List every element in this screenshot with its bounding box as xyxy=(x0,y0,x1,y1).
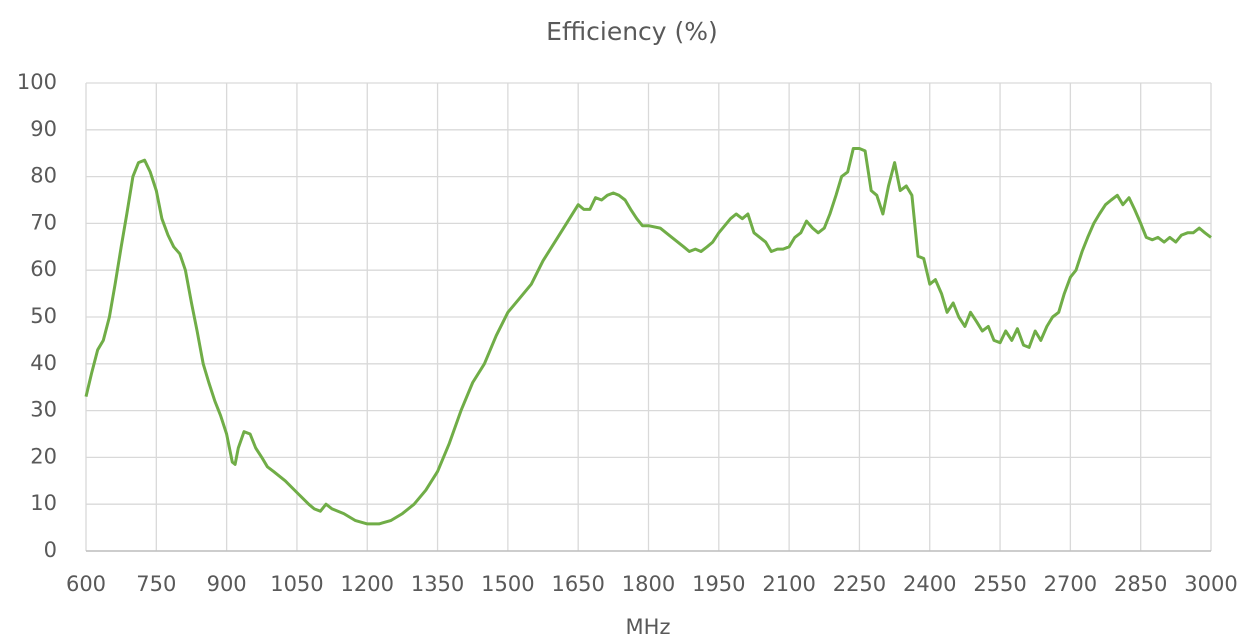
x-tick-label: 3000 xyxy=(1184,572,1237,596)
y-tick-label: 20 xyxy=(30,444,57,468)
x-tick-label: 2700 xyxy=(1044,572,1097,596)
x-tick-label: 1200 xyxy=(341,572,394,596)
y-tick-label: 80 xyxy=(30,164,57,188)
x-tick-label: 2850 xyxy=(1114,572,1167,596)
x-tick-label: 600 xyxy=(66,572,106,596)
x-tick-label: 2250 xyxy=(833,572,886,596)
line xyxy=(84,147,1212,526)
y-tick-label: 50 xyxy=(30,304,57,328)
y-tick-label: 60 xyxy=(30,257,57,281)
x-tick-label: 750 xyxy=(136,572,176,596)
y-tick-label: 30 xyxy=(30,398,57,422)
y-tick-label: 100 xyxy=(17,70,57,94)
y-tick-label: 0 xyxy=(44,538,57,562)
y-tick-label: 40 xyxy=(30,351,57,375)
x-tick-label: 2400 xyxy=(903,572,956,596)
chart-title: Efficiency (%) xyxy=(546,17,718,46)
x-tick-label: 2100 xyxy=(762,572,815,596)
x-tick-label: 1050 xyxy=(270,572,323,596)
y-tick-label: 90 xyxy=(30,117,57,141)
x-tick-label: 1650 xyxy=(551,572,604,596)
x-axis-label: MHz xyxy=(626,615,671,639)
x-tick-label: 2550 xyxy=(973,572,1026,596)
x-tick-label: 1500 xyxy=(481,572,534,596)
x-tick-label: 1950 xyxy=(692,572,745,596)
x-tick-label: 1350 xyxy=(411,572,464,596)
x-tick-label: 1800 xyxy=(622,572,675,596)
y-tick-label: 10 xyxy=(30,491,57,515)
y-tick-label: 70 xyxy=(30,210,57,234)
x-tick-label: 900 xyxy=(207,572,247,596)
